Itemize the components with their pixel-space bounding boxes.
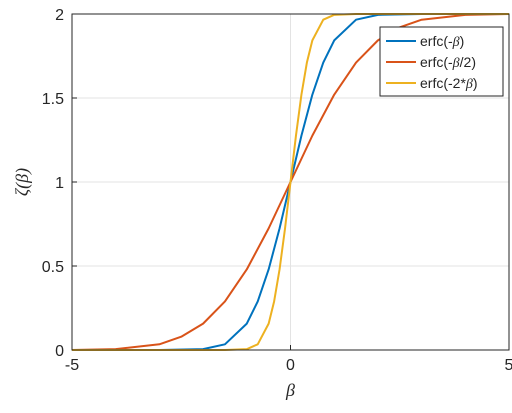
x-tick-label: 5: [505, 357, 512, 374]
x-tick-label: 0: [286, 357, 295, 374]
legend-label-greek: β: [452, 56, 460, 71]
x-tick-label: -5: [65, 357, 79, 374]
y-tick-label: 1.5: [42, 91, 64, 108]
legend-label-2: erfc(-β/2): [420, 54, 476, 71]
legend-label-prefix: erfc(-2*: [420, 75, 466, 91]
y-tick-label: 2: [55, 7, 64, 24]
y-axis-label: ζ(β): [12, 168, 33, 196]
legend-label-greek: β: [465, 77, 473, 92]
legend-label-1: erfc(-β): [420, 33, 464, 50]
y-tick-label: 1: [55, 175, 64, 192]
legend-label-suffix: ): [460, 33, 465, 49]
ticks: -5 0 500.511.52: [42, 7, 512, 374]
legend-label-greek: β: [452, 35, 460, 50]
legend-label-prefix: erfc(-: [420, 54, 453, 70]
y-tick-label: 0.5: [42, 259, 64, 276]
legend-label-suffix: /2): [460, 54, 476, 70]
legend-label-3: erfc(-2*β): [420, 75, 478, 92]
legend: erfc(-β)erfc(-β/2)erfc(-2*β): [379, 26, 504, 97]
series-line-3: [72, 13, 509, 351]
legend-label-prefix: erfc(-: [420, 33, 453, 49]
series-layer: [71, 13, 510, 351]
y-tick-label: 0: [55, 343, 64, 360]
x-axis-label: β: [285, 380, 295, 400]
legend-label-suffix: ): [473, 75, 478, 91]
